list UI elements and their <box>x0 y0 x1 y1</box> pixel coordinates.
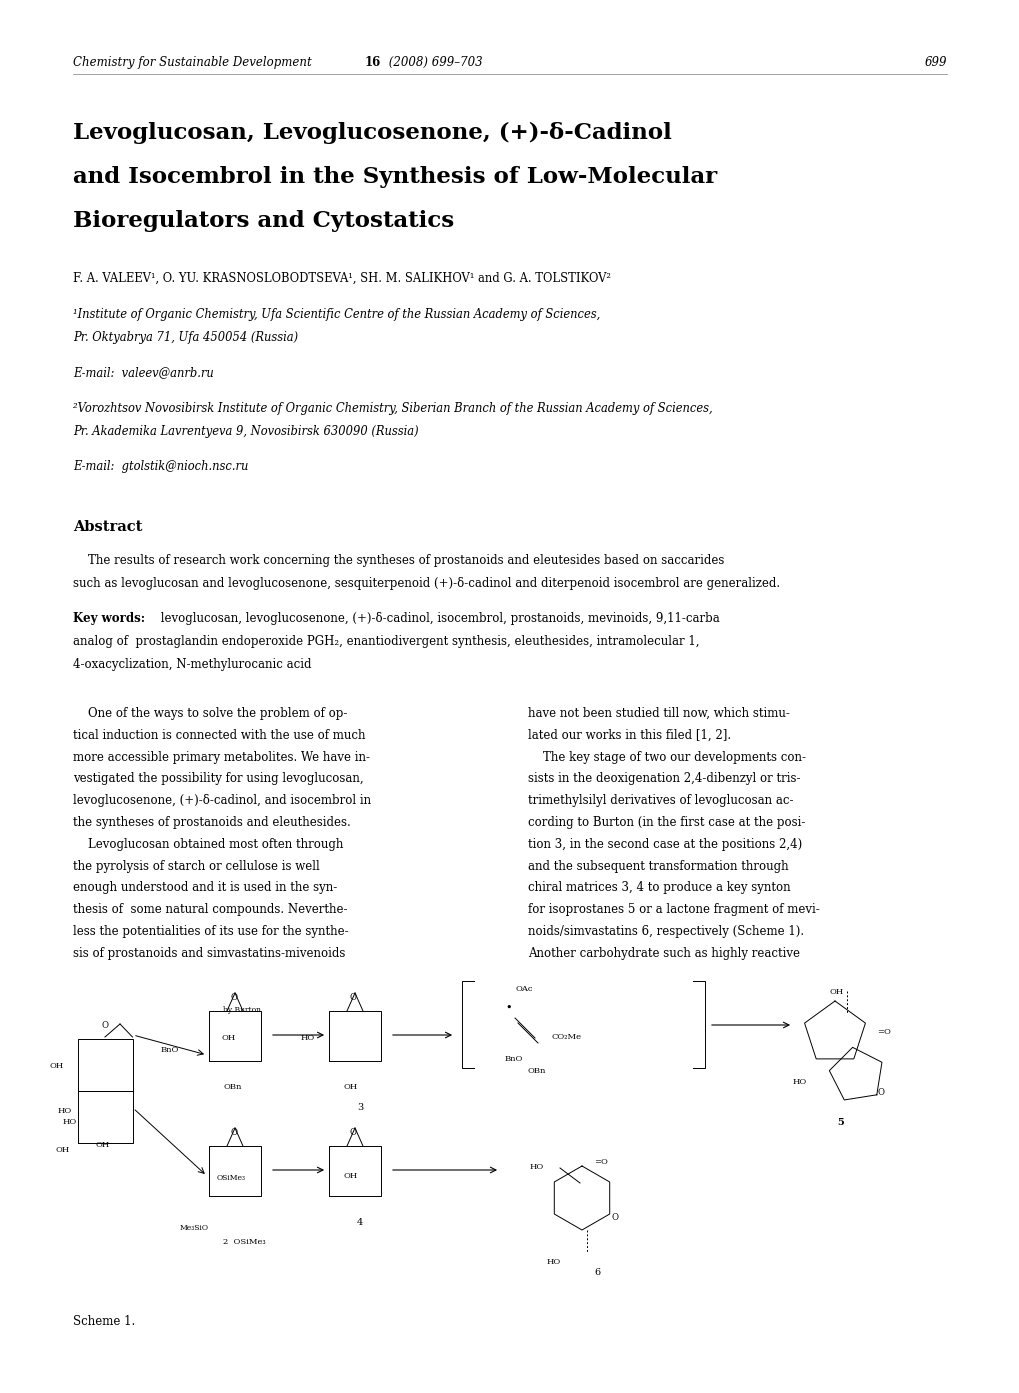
Text: 4-oxacyclization, N-methylurocanic acid: 4-oxacyclization, N-methylurocanic acid <box>73 657 311 671</box>
Text: 6: 6 <box>593 1268 599 1277</box>
Text: chiral matrices 3, 4 to produce a key synton: chiral matrices 3, 4 to produce a key sy… <box>528 882 790 894</box>
Text: lated our works in this filed [1, 2].: lated our works in this filed [1, 2]. <box>528 729 731 742</box>
Text: analog of  prostaglandin endoperoxide PGH₂, enantiodivergent synthesis, eleuthes: analog of prostaglandin endoperoxide PGH… <box>73 635 699 648</box>
Text: thesis of  some natural compounds. Neverthe-: thesis of some natural compounds. Nevert… <box>73 903 347 917</box>
Text: =O: =O <box>593 1158 607 1166</box>
Text: Me₃SiO: Me₃SiO <box>179 1224 209 1231</box>
Text: levoglucosan, levoglucosenone, (+)-δ-cadinol, isocembrol, prostanoids, mevinoids: levoglucosan, levoglucosenone, (+)-δ-cad… <box>157 612 719 625</box>
Text: F. A. VALEEV¹, O. YU. KRASNOSLOBODTSEVA¹, SH. M. SALIKHOV¹ and G. A. TOLSTIKOV²: F. A. VALEEV¹, O. YU. KRASNOSLOBODTSEVA¹… <box>73 272 610 286</box>
Text: E-mail:  gtolstik@nioch.nsc.ru: E-mail: gtolstik@nioch.nsc.ru <box>73 460 249 474</box>
Text: OSiMe₃: OSiMe₃ <box>217 1173 246 1181</box>
Text: HO: HO <box>546 1258 560 1266</box>
Text: 4: 4 <box>357 1217 363 1227</box>
Text: BnO: BnO <box>504 1055 523 1063</box>
Text: enough understood and it is used in the syn-: enough understood and it is used in the … <box>73 882 337 894</box>
Text: Scheme 1.: Scheme 1. <box>73 1315 136 1328</box>
Text: O: O <box>350 993 357 1002</box>
Text: CO₂Me: CO₂Me <box>551 1034 582 1041</box>
Text: sis of prostanoids and simvastatins-mivenoids: sis of prostanoids and simvastatins-mive… <box>73 947 345 960</box>
Text: 3: 3 <box>357 1103 363 1112</box>
Text: HO: HO <box>530 1163 544 1172</box>
Text: O: O <box>101 1021 108 1029</box>
Text: Bioregulators and Cytostatics: Bioregulators and Cytostatics <box>73 210 453 233</box>
Text: tion 3, in the second case at the positions 2,4): tion 3, in the second case at the positi… <box>528 837 802 851</box>
Text: noids/simvastatins 6, respectively (Scheme 1).: noids/simvastatins 6, respectively (Sche… <box>528 925 803 937</box>
Text: cording to Burton (in the first case at the posi-: cording to Burton (in the first case at … <box>528 816 805 829</box>
Text: tical induction is connected with the use of much: tical induction is connected with the us… <box>73 729 365 742</box>
Text: by Burton: by Burton <box>223 1006 261 1014</box>
Text: One of the ways to solve the problem of op-: One of the ways to solve the problem of … <box>73 708 347 720</box>
Text: OAc: OAc <box>515 985 532 993</box>
Text: Pr. Oktyabrya 71, Ufa 450054 (Russia): Pr. Oktyabrya 71, Ufa 450054 (Russia) <box>73 332 298 344</box>
Text: O: O <box>350 1128 357 1137</box>
Text: 16: 16 <box>365 56 381 70</box>
Text: Levoglucosan obtained most often through: Levoglucosan obtained most often through <box>73 837 343 851</box>
Text: 5: 5 <box>837 1119 843 1127</box>
Text: The results of research work concerning the syntheses of prostanoids and eleutes: The results of research work concerning … <box>73 554 723 567</box>
Text: The key stage of two our developments con-: The key stage of two our developments co… <box>528 751 805 763</box>
Text: HO: HO <box>301 1034 315 1042</box>
Text: •: • <box>504 1003 511 1013</box>
Text: Chemistry for Sustainable Development: Chemistry for Sustainable Development <box>73 56 315 70</box>
Text: HO: HO <box>57 1106 71 1114</box>
Text: OBn: OBn <box>528 1067 546 1075</box>
Text: such as levoglucosan and levoglucosenone, sesquiterpenoid (+)-δ-cadinol and dite: such as levoglucosan and levoglucosenone… <box>73 577 780 591</box>
Text: OH: OH <box>95 1141 109 1149</box>
Text: for isoprostanes 5 or a lactone fragment of mevi-: for isoprostanes 5 or a lactone fragment… <box>528 903 819 917</box>
Text: and the subsequent transformation through: and the subsequent transformation throug… <box>528 859 788 872</box>
Text: Levoglucosan, Levoglucosenone, (+)-δ-Cadinol: Levoglucosan, Levoglucosenone, (+)-δ-Cad… <box>73 123 672 143</box>
Text: HO: HO <box>792 1078 806 1087</box>
Text: E-mail:  valeev@anrb.ru: E-mail: valeev@anrb.ru <box>73 366 214 379</box>
Text: O: O <box>611 1213 619 1222</box>
Text: and Isocembrol in the Synthesis of Low-Molecular: and Isocembrol in the Synthesis of Low-M… <box>73 166 716 188</box>
Text: O: O <box>876 1088 883 1098</box>
Text: OH: OH <box>829 988 844 996</box>
Text: the syntheses of prostanoids and eleuthesides.: the syntheses of prostanoids and eleuthe… <box>73 816 351 829</box>
Text: the pyrolysis of starch or cellulose is well: the pyrolysis of starch or cellulose is … <box>73 859 319 872</box>
Text: Abstract: Abstract <box>73 520 143 534</box>
Text: less the potentialities of its use for the synthe-: less the potentialities of its use for t… <box>73 925 348 937</box>
Text: OH: OH <box>55 1145 69 1153</box>
Text: OH: OH <box>221 1034 235 1042</box>
Text: levoglucosenone, (+)-δ-cadinol, and isocembrol in: levoglucosenone, (+)-δ-cadinol, and isoc… <box>73 794 371 807</box>
Text: Another carbohydrate such as highly reactive: Another carbohydrate such as highly reac… <box>528 947 799 960</box>
Text: have not been studied till now, which stimu-: have not been studied till now, which st… <box>528 708 789 720</box>
Text: =O: =O <box>876 1028 890 1036</box>
Text: Pr. Akademika Lavrentyeva 9, Novosibirsk 630090 (Russia): Pr. Akademika Lavrentyeva 9, Novosibirsk… <box>73 425 418 437</box>
Text: OBn: OBn <box>223 1082 242 1091</box>
Text: O: O <box>229 1128 236 1137</box>
Text: HO: HO <box>63 1119 77 1126</box>
Text: Key words:: Key words: <box>73 612 145 625</box>
Text: (2008) 699–703: (2008) 699–703 <box>384 56 482 70</box>
Text: ²Vorozhtsov Novosibirsk Institute of Organic Chemistry, Siberian Branch of the R: ²Vorozhtsov Novosibirsk Institute of Org… <box>73 403 712 415</box>
Text: trimethylsilyl derivatives of levoglucosan ac-: trimethylsilyl derivatives of levoglucos… <box>528 794 793 807</box>
Text: more accessible primary metabolites. We have in-: more accessible primary metabolites. We … <box>73 751 370 763</box>
Text: ¹Institute of Organic Chemistry, Ufa Scientific Centre of the Russian Academy of: ¹Institute of Organic Chemistry, Ufa Sci… <box>73 308 599 320</box>
Text: vestigated the possibility for using levoglucosan,: vestigated the possibility for using lev… <box>73 772 363 786</box>
Text: OH: OH <box>50 1063 64 1070</box>
Text: 2  OSiMe₃: 2 OSiMe₃ <box>223 1238 265 1245</box>
Text: 699: 699 <box>923 56 946 70</box>
Text: OH: OH <box>342 1172 357 1180</box>
Text: OH: OH <box>342 1082 357 1091</box>
Text: sists in the deoxigenation 2,4-dibenzyl or tris-: sists in the deoxigenation 2,4-dibenzyl … <box>528 772 800 786</box>
Text: O: O <box>229 993 236 1002</box>
Text: BnO: BnO <box>161 1046 179 1055</box>
